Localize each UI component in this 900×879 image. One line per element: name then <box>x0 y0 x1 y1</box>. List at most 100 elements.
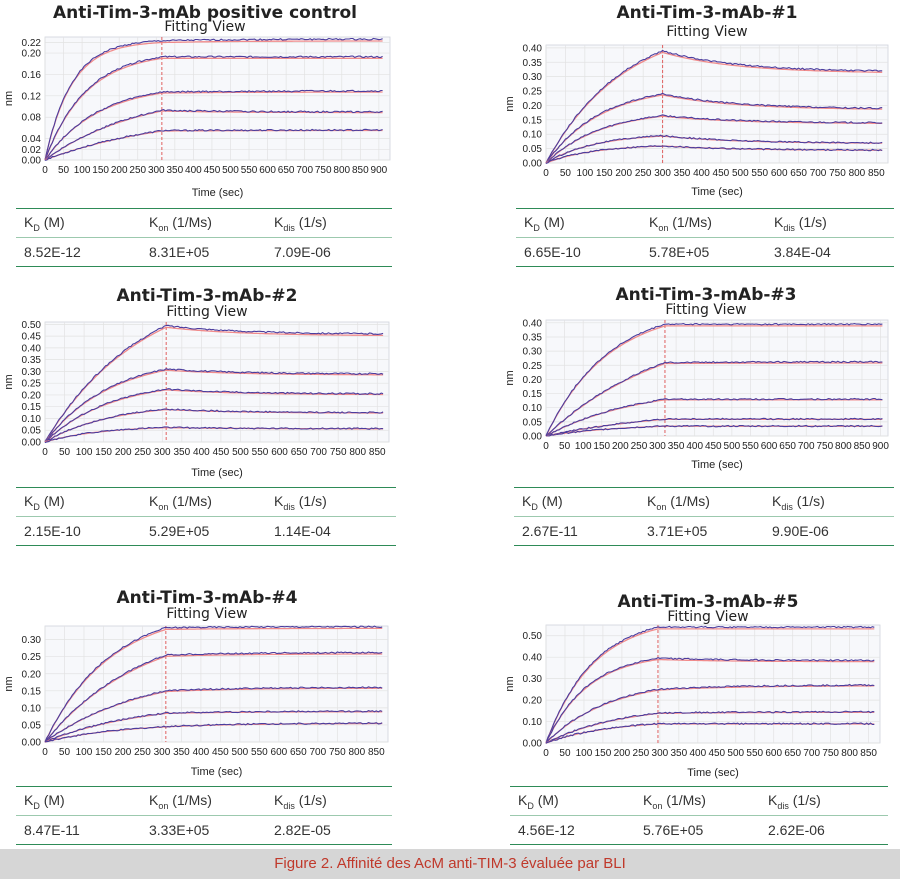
kd-header: KD (M) <box>16 487 149 517</box>
data-curve <box>545 114 883 164</box>
x-tick-label: 150 <box>92 165 109 176</box>
x-tick-label: 650 <box>790 168 807 179</box>
y-tick-label: 0.30 <box>523 72 543 83</box>
fit-curve <box>545 51 883 164</box>
x-tick-label: 650 <box>291 447 308 458</box>
x-tick-label: 850 <box>352 165 369 176</box>
x-axis-label: Time (sec) <box>192 187 244 199</box>
x-tick-label: 550 <box>742 441 759 452</box>
y-tick-label: 0.10 <box>22 414 42 425</box>
kon-value: 5.76E+05 <box>643 815 768 845</box>
figure-caption: Figure 2. Affinité des AcM anti-TIM-3 év… <box>0 849 900 879</box>
y-tick-label: 0.02 <box>22 145 42 156</box>
fit-curve <box>44 40 383 161</box>
fit-curve <box>545 658 875 744</box>
chart-title: Anti-Tim-3-mAb-#1 <box>616 3 797 23</box>
x-tick-label: 850 <box>368 747 385 758</box>
y-tick-label: 0.20 <box>523 696 543 707</box>
x-tick-label: 650 <box>779 441 796 452</box>
kdis-header: Kdis (1/s) <box>274 487 396 517</box>
data-curve <box>545 323 883 436</box>
x-tick-label: 250 <box>631 441 648 452</box>
x-tick-label: 250 <box>129 165 146 176</box>
y-axis-label: nm <box>504 370 516 385</box>
x-tick-label: 500 <box>232 747 249 758</box>
kinetics-table: KD (M) Kon (1/Ms) Kdis (1/s) 6.65E-10 5.… <box>516 208 894 267</box>
x-tick-label: 150 <box>596 168 613 179</box>
y-tick-label: 0.15 <box>523 115 543 126</box>
kon-header: Kon (1/Ms) <box>149 487 274 517</box>
y-tick-label: 0.05 <box>523 417 543 428</box>
chart-panel-mab-2: Anti-Tim-3-mAb-#2 Fitting View 0 50 100 150 20… <box>0 280 450 560</box>
x-tick-label: 300 <box>654 168 671 179</box>
y-tick-label: 0.12 <box>22 91 42 102</box>
data-curve <box>545 656 875 744</box>
chart-panel-mab-1: Anti-Tim-3-mAb-#1 Fitting View 0 50 100 150 20… <box>450 0 900 280</box>
x-tick-label: 0 <box>543 168 549 179</box>
kon-header: Kon (1/Ms) <box>149 208 274 238</box>
y-tick-label: 0.08 <box>22 113 42 124</box>
x-axis-label: Time (sec) <box>191 766 243 778</box>
y-tick-label: 0.30 <box>22 635 42 646</box>
x-tick-label: 50 <box>559 748 571 759</box>
chart-subtitle: Fitting View <box>665 302 746 318</box>
chart-title: Anti-Tim-3-mAb-#2 <box>116 286 297 306</box>
kinetics-table: KD (M) Kon (1/Ms) Kdis (1/s) 4.56E-12 5.… <box>510 786 888 845</box>
kd-header: KD (M) <box>514 487 647 517</box>
x-tick-label: 750 <box>816 441 833 452</box>
y-tick-label: 0.40 <box>22 343 42 354</box>
kd-value: 6.65E-10 <box>516 237 649 267</box>
x-tick-label: 550 <box>252 447 269 458</box>
kd-value: 4.56E-12 <box>510 815 643 845</box>
x-tick-label: 500 <box>222 165 239 176</box>
kinetics-table: KD (M) Kon (1/Ms) Kdis (1/s) 8.47E-11 3.… <box>16 786 392 845</box>
x-tick-label: 400 <box>193 747 210 758</box>
kdis-value: 7.09E-06 <box>274 237 392 267</box>
y-tick-label: 0.40 <box>523 318 543 329</box>
chart-panel-mab-5: Anti-Tim-3-mAb-#5 Fitting View 0 50 100 150 20… <box>450 580 900 860</box>
data-curve <box>44 109 383 161</box>
x-tick-label: 500 <box>727 748 744 759</box>
kd-header: KD (M) <box>16 786 149 816</box>
x-tick-label: 100 <box>575 441 592 452</box>
plot-area <box>545 319 889 437</box>
data-curve <box>44 651 383 743</box>
fit-curve <box>545 94 883 164</box>
chart-title: Anti-Tim-3-mAb-#3 <box>615 285 796 305</box>
x-tick-label: 600 <box>271 747 288 758</box>
x-axis-label: Time (sec) <box>687 767 739 779</box>
x-tick-label: 700 <box>810 168 827 179</box>
fit-curve <box>545 325 883 437</box>
y-tick-label: 0.50 <box>22 320 42 331</box>
y-tick-label: 0.50 <box>523 631 543 642</box>
x-tick-label: 100 <box>576 748 593 759</box>
x-tick-label: 350 <box>674 168 691 179</box>
y-tick-label: 0.10 <box>523 130 543 141</box>
x-tick-label: 800 <box>849 168 866 179</box>
x-tick-label: 200 <box>111 165 128 176</box>
x-tick-label: 750 <box>829 168 846 179</box>
x-tick-label: 600 <box>271 447 288 458</box>
x-tick-label: 400 <box>693 168 710 179</box>
x-tick-label: 100 <box>76 747 93 758</box>
data-curve <box>44 37 383 161</box>
y-tick-label: 0.15 <box>523 389 543 400</box>
x-tick-label: 0 <box>543 748 549 759</box>
x-tick-label: 500 <box>232 447 249 458</box>
x-tick-label: 850 <box>860 748 877 759</box>
y-tick-label: 0.20 <box>523 375 543 386</box>
x-tick-label: 800 <box>349 447 366 458</box>
chart-panel-positive-control: Anti-Tim-3-mAb positive control Fitting V… <box>0 0 450 280</box>
x-tick-label: 450 <box>204 165 221 176</box>
x-axis-label: Time (sec) <box>691 459 743 471</box>
data-curve <box>44 89 383 161</box>
data-curve <box>44 625 383 742</box>
x-tick-label: 200 <box>115 747 132 758</box>
kinetics-table: KD (M) Kon (1/Ms) Kdis (1/s) 8.52E-12 8.… <box>16 208 392 267</box>
y-tick-label: 0.15 <box>22 686 42 697</box>
x-tick-label: 200 <box>615 168 632 179</box>
x-tick-label: 150 <box>595 748 612 759</box>
data-curve <box>545 722 875 744</box>
x-tick-label: 450 <box>705 441 722 452</box>
data-curve <box>44 55 383 160</box>
